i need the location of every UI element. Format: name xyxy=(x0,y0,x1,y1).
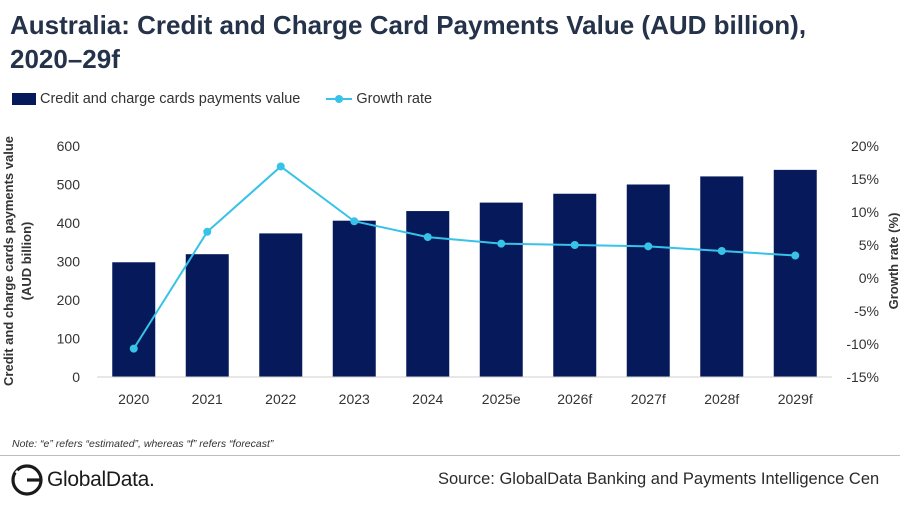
globaldata-logo: GlobalData. xyxy=(10,462,155,498)
left-tick-400: 400 xyxy=(57,215,81,231)
growth-point-2025e xyxy=(497,239,506,248)
growth-line-layer xyxy=(129,162,800,353)
chart-legend: Credit and charge cards payments value G… xyxy=(12,88,432,110)
left-axis-title-line-2: (AUD billion) xyxy=(19,222,34,301)
x-tick-2020: 2020 xyxy=(118,391,149,407)
right-axis-ticks: -15% -10% -5% 0% 5% 10% 15% 20% xyxy=(846,138,879,385)
right-tick-15%: 15% xyxy=(851,171,879,187)
bar-2029f xyxy=(773,169,817,377)
growth-rate-line xyxy=(132,165,796,350)
x-axis-ticks: 2020 2021 2022 2023 2024 2025e 2026f 2027f 2028f… xyxy=(118,391,813,407)
left-tick-500: 500 xyxy=(57,177,81,193)
growth-point-2024 xyxy=(423,233,432,242)
chart-title-line-2: 2020–29f xyxy=(10,44,120,74)
right-tick-10%: 10% xyxy=(851,204,879,220)
bar-2028f xyxy=(700,176,744,377)
right-tick--15%: -15% xyxy=(846,369,879,385)
x-tick-2028f: 2028f xyxy=(704,391,739,407)
legend-line-label: Growth rate xyxy=(356,91,433,107)
x-tick-2026f: 2026f xyxy=(557,391,592,407)
legend-bar-swatch xyxy=(12,93,36,105)
combo-chart: 0 100 200 300 400 500 600 -15% -10% -5% 0% 5% 10% 15… xyxy=(1,136,900,407)
growth-point-2026f xyxy=(570,241,579,249)
right-tick-0%: 0% xyxy=(859,270,879,286)
footer-divider xyxy=(0,455,900,456)
x-tick-2023: 2023 xyxy=(339,391,370,407)
bar-2021 xyxy=(185,254,229,377)
right-tick-5%: 5% xyxy=(859,237,879,253)
right-axis-title: Growth rate (%) xyxy=(886,213,900,310)
growth-point-2021 xyxy=(203,227,212,236)
bar-2020 xyxy=(112,262,156,377)
bar-2023 xyxy=(332,220,376,377)
growth-point-2020 xyxy=(129,344,138,353)
growth-point-2023 xyxy=(350,217,359,226)
x-tick-2021: 2021 xyxy=(192,391,223,407)
right-tick--5%: -5% xyxy=(854,303,879,319)
left-tick-0: 0 xyxy=(72,369,80,385)
growth-point-2029f xyxy=(791,251,800,260)
source-text: Source: GlobalData Banking and Payments … xyxy=(438,470,880,488)
right-tick--10%: -10% xyxy=(846,336,879,352)
left-axis-title-line-1: Credit and charge cards payments value xyxy=(1,136,16,386)
left-tick-200: 200 xyxy=(57,292,81,308)
bar-2022 xyxy=(259,233,303,377)
x-tick-2025e: 2025e xyxy=(482,391,521,407)
logo-text: GlobalData. xyxy=(47,468,155,491)
bar-2026f xyxy=(553,193,597,377)
legend-item-line: Growth rate xyxy=(300,91,432,107)
bars-layer xyxy=(112,169,817,377)
x-tick-2022: 2022 xyxy=(265,391,296,407)
footnote: Note: “e” refers “estimated”, whereas “f… xyxy=(12,438,274,450)
left-tick-300: 300 xyxy=(57,254,81,270)
right-tick-20%: 20% xyxy=(851,138,879,154)
left-axis-ticks: 0 100 200 300 400 500 600 xyxy=(57,138,81,385)
growth-point-2022 xyxy=(276,162,285,171)
growth-point-2027f xyxy=(644,242,653,251)
x-tick-2024: 2024 xyxy=(412,391,443,407)
x-tick-2027f: 2027f xyxy=(631,391,666,407)
bar-2025e xyxy=(479,202,523,377)
legend-item-bars: Credit and charge cards payments value xyxy=(12,91,300,107)
chart-title: Australia: Credit and Charge Card Paymen… xyxy=(10,8,870,76)
globaldata-logo-icon xyxy=(11,464,43,496)
left-tick-100: 100 xyxy=(57,331,81,347)
left-tick-600: 600 xyxy=(57,138,81,154)
legend-line-swatch xyxy=(326,93,353,105)
legend-bar-label: Credit and charge cards payments value xyxy=(40,91,301,107)
bar-2027f xyxy=(626,184,670,377)
chart-title-line-1: Australia: Credit and Charge Card Paymen… xyxy=(10,10,807,40)
x-tick-2029f: 2029f xyxy=(778,391,813,407)
growth-point-2028f xyxy=(717,246,726,255)
